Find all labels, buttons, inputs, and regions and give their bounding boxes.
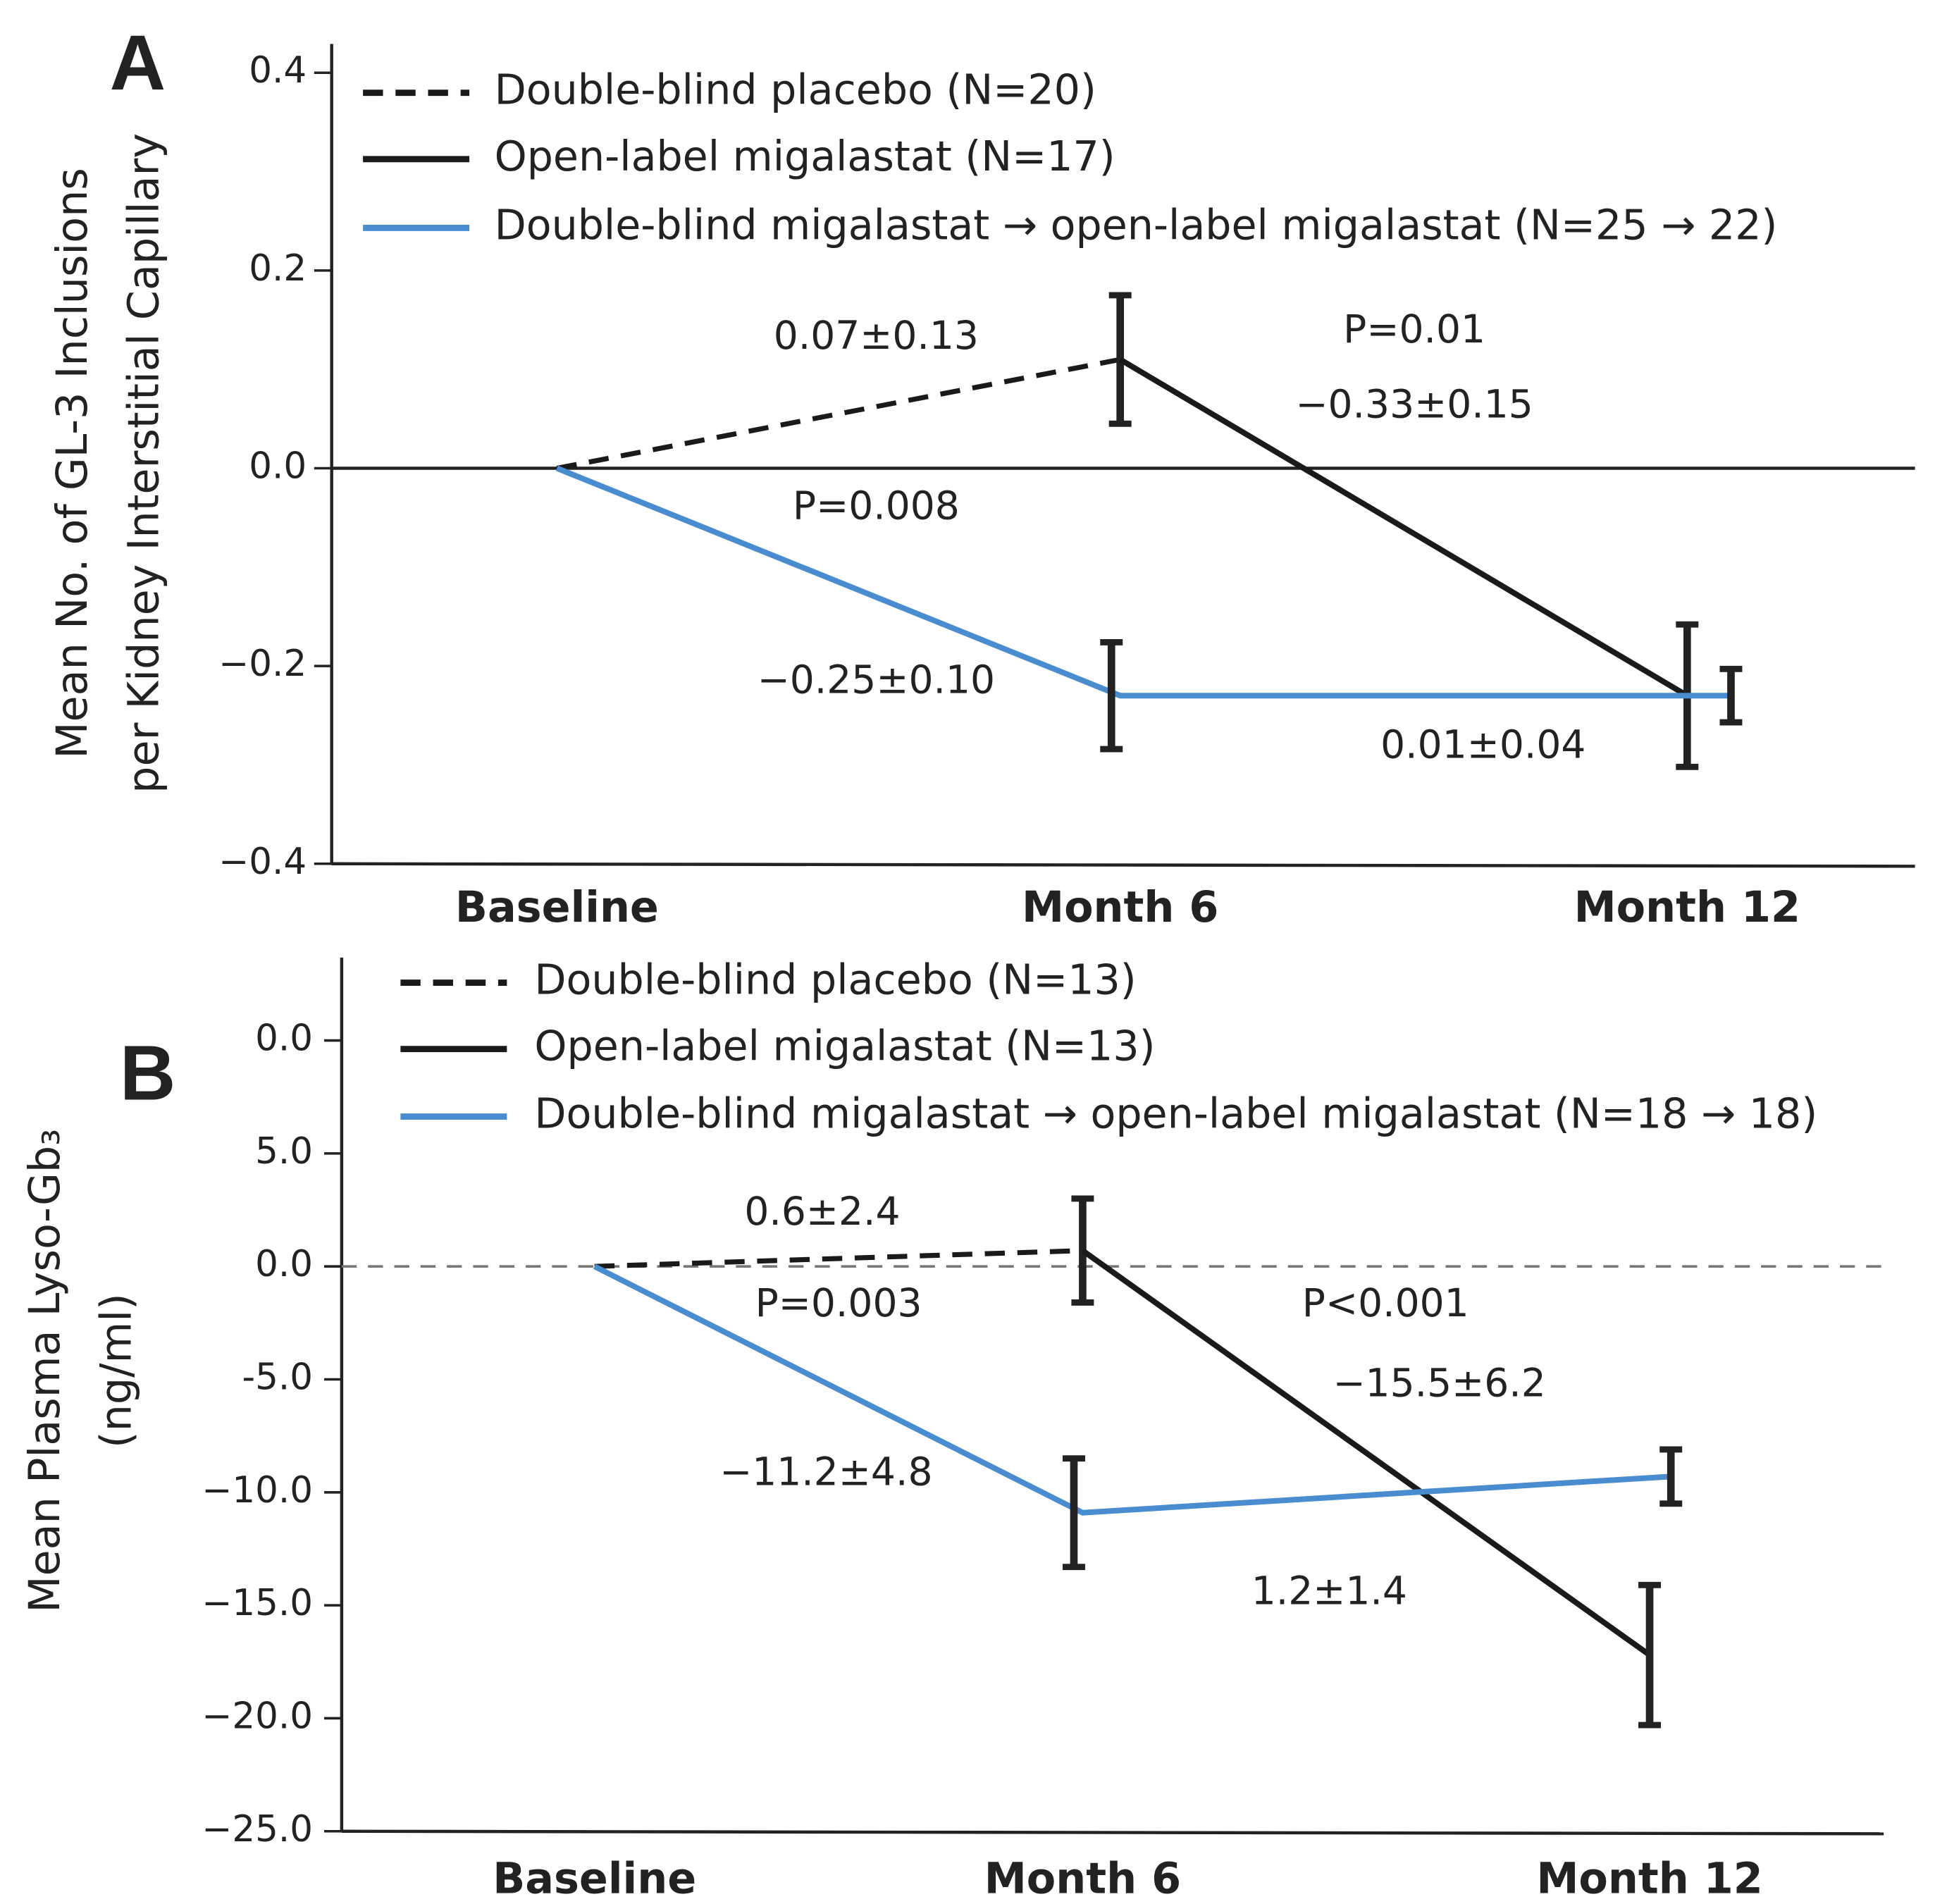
annotation: 1.2±1.4 (1251, 1568, 1407, 1613)
y-tick-label: −0.2 (218, 643, 307, 685)
annotation: P<0.001 (1302, 1280, 1469, 1325)
y-tick-label: 0.0 (255, 1018, 313, 1060)
x-tick-label: Month 6 (984, 1854, 1181, 1903)
annotation: P=0.01 (1343, 307, 1485, 352)
y-tick-label: −20.0 (202, 1695, 313, 1737)
annotation: 0.07±0.13 (774, 313, 979, 358)
legend-label: Double-blind migalastat → open-label mig… (534, 1090, 1817, 1138)
y-tick-label: 0.4 (249, 49, 307, 92)
annotation: P=0.008 (793, 483, 960, 528)
legend-label: Open-label migalastat (N=17) (495, 132, 1115, 180)
legend-label: Double-blind migalastat → open-label mig… (495, 202, 1778, 249)
y-tick-label: 0.0 (255, 1243, 313, 1285)
y-tick-label: 5.0 (255, 1130, 313, 1173)
y-tick-label: −15.0 (202, 1582, 313, 1624)
x-axis (331, 862, 1915, 868)
panel-label: B (120, 1030, 176, 1116)
x-tick-label: Baseline (493, 1854, 696, 1903)
legend-label: Double-blind placebo (N=13) (534, 956, 1136, 1004)
series-line (555, 465, 1731, 699)
error-bar (1100, 639, 1123, 753)
y-axis-label: Mean No. of GL-3 Inclusions (48, 168, 97, 758)
series-line (1118, 357, 1689, 698)
error-bar (1062, 1455, 1085, 1571)
y-tick-label: −0.4 (218, 841, 307, 883)
annotation: −0.33±0.15 (1295, 382, 1533, 427)
y-tick-label: -5.0 (242, 1356, 314, 1399)
error-bar (1638, 1581, 1662, 1729)
error-bar (1659, 1446, 1683, 1507)
series-line (593, 1263, 1671, 1516)
x-tick-label: Month 6 (1022, 883, 1218, 932)
panel-label: A (110, 20, 166, 106)
y-axis-label: per Kidney Interstitial Capillary (119, 133, 168, 793)
annotation: 0.6±2.4 (744, 1189, 900, 1234)
annotation: P=0.003 (755, 1280, 922, 1325)
legend-label: Open-label migalastat (N=13) (534, 1022, 1155, 1070)
y-tick-label: −25.0 (202, 1808, 313, 1850)
x-tick-label: Month 12 (1574, 883, 1800, 932)
series-line (556, 357, 1121, 471)
error-bar (1071, 1195, 1094, 1306)
annotation: −11.2±4.8 (719, 1449, 932, 1495)
y-axis-label: (ng/ml) (92, 1293, 141, 1448)
y-axis-label: Mean Plasma Lyso-Gb₃ (20, 1129, 70, 1613)
annotation: 0.01±0.04 (1380, 722, 1585, 767)
series-line (594, 1248, 1083, 1269)
legend-label: Double-blind placebo (N=20) (495, 66, 1096, 114)
x-tick-label: Month 12 (1536, 1854, 1762, 1903)
y-tick-label: 0.0 (249, 445, 307, 488)
x-tick-label: Baseline (455, 883, 659, 932)
y-tick-label: −10.0 (202, 1469, 313, 1512)
series-line (1081, 1248, 1652, 1657)
annotation: −15.5±6.2 (1333, 1361, 1545, 1406)
error-bar (1719, 665, 1743, 726)
y-tick-label: 0.2 (249, 247, 307, 290)
x-axis (341, 1829, 1884, 1836)
annotation: −0.25±0.10 (758, 657, 995, 702)
